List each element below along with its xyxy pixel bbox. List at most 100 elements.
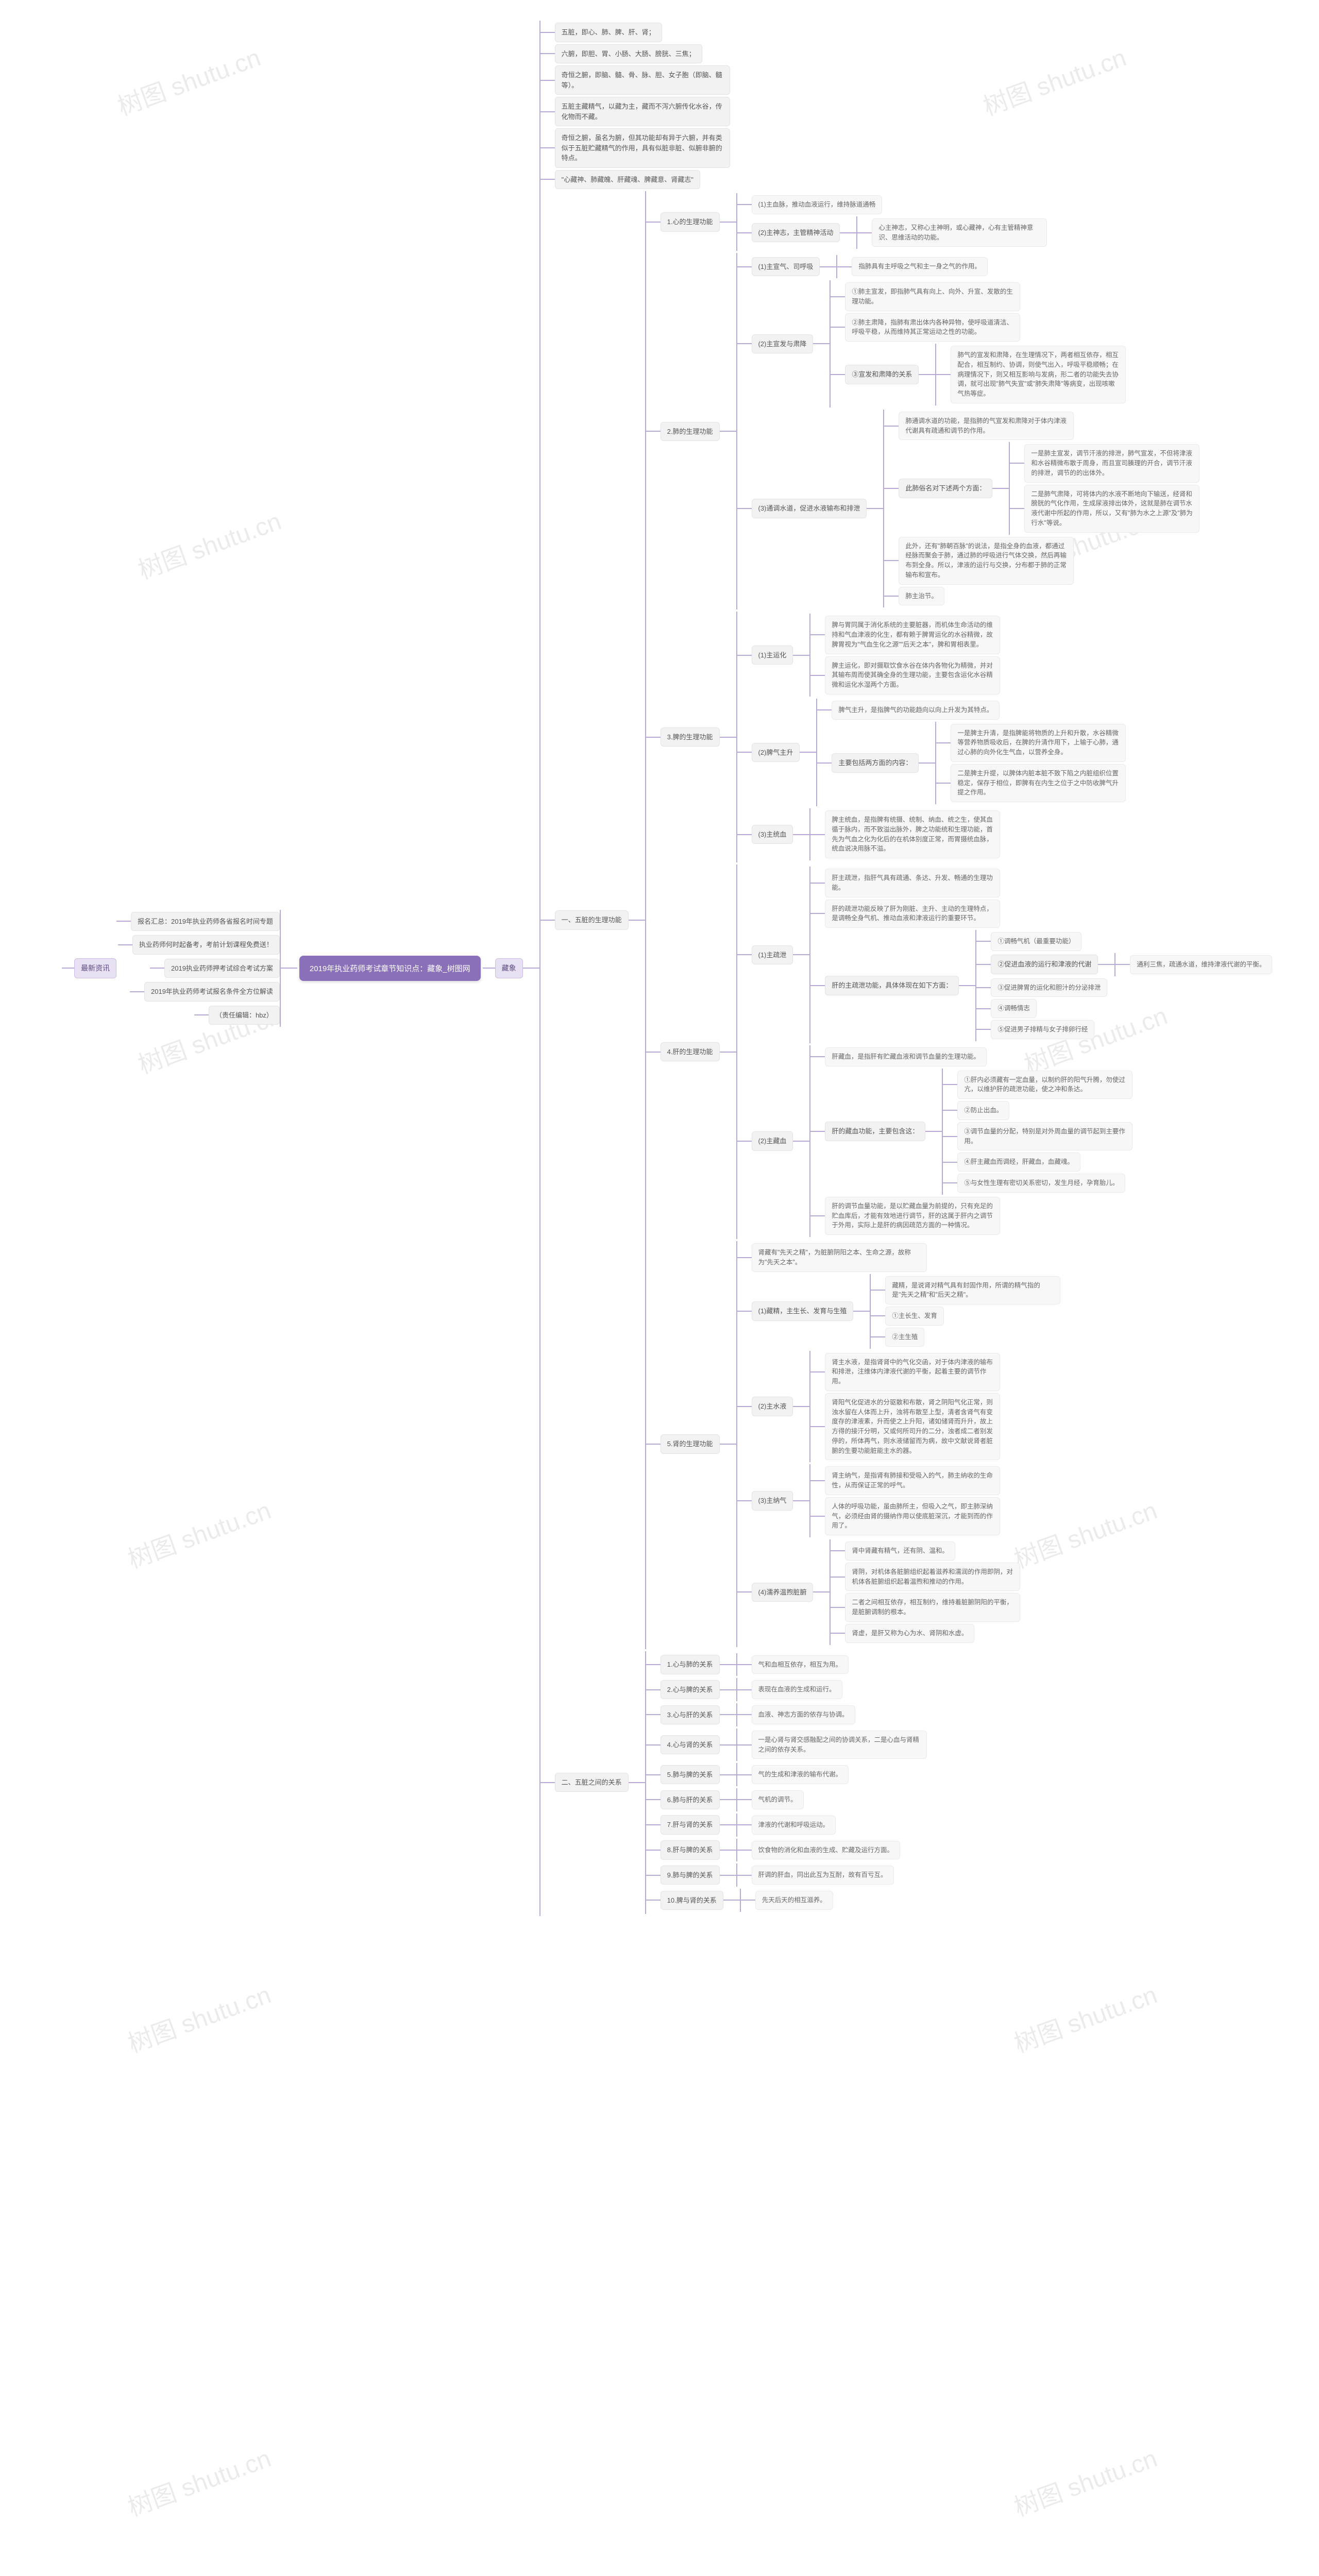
branch-node[interactable]: 2.心与脾的关系 bbox=[661, 1680, 720, 1700]
leaf-node[interactable]: ①主长生、发育 bbox=[885, 1307, 944, 1326]
branch-node[interactable]: (3)主统血 bbox=[752, 825, 793, 844]
branch-node[interactable]: 二、五脏之间的关系 bbox=[555, 1773, 629, 1792]
leaf-node[interactable]: 血液、神志方面的依存与协调。 bbox=[752, 1705, 855, 1724]
leaf-node[interactable]: 肝调的肝血，同出此互为互耐，故有百亏互。 bbox=[752, 1866, 894, 1885]
leaf-node[interactable]: 奇恒之腑，即脑、髓、骨、脉、胆、女子胞（即脑、髓等）。 bbox=[555, 65, 730, 95]
branch-node[interactable]: 4.心与肾的关系 bbox=[661, 1735, 720, 1755]
branch-node[interactable]: ③宣发和肃降的关系 bbox=[845, 365, 919, 384]
leaf-node[interactable]: 脾气主升，是指脾气的功能趋向以向上升发为其特点。 bbox=[832, 701, 1000, 720]
leaf-node[interactable]: 津液的代谢和呼吸运动。 bbox=[752, 1816, 836, 1835]
leaf-node[interactable]: 藏精，是说肾对精气具有封固作用，所谓的精气指的是"先天之精"和"后天之精"。 bbox=[885, 1276, 1060, 1305]
leaf-node[interactable]: 肺主治节。 bbox=[899, 587, 944, 606]
leaf-node[interactable]: 人体的呼吸功能，虽由肺所主，但吸入之气，即主肺深纳气，必须经由肾的摄纳作用以使底… bbox=[825, 1497, 1000, 1535]
branch-node[interactable]: (2)主水液 bbox=[752, 1397, 793, 1416]
leaf-node[interactable]: 气和血相互依存，相互为用。 bbox=[752, 1655, 849, 1674]
leaf-node[interactable]: ④调畅情志 bbox=[991, 999, 1037, 1018]
branch-node[interactable]: 2.肺的生理功能 bbox=[661, 422, 720, 442]
leaf-node[interactable]: 肾藏有"先天之精"，为脏腑阴阳之本、生命之源，故称为"先天之本"。 bbox=[752, 1243, 927, 1272]
branch-node[interactable]: 1.心的生理功能 bbox=[661, 212, 720, 232]
leaf-node[interactable]: 肺通调水道的功能，是指肺的气宣发和肃降对于体内津液代谢具有疏通和调节的作用。 bbox=[899, 412, 1074, 440]
branch-node[interactable]: (2)主神志，主管精神活动 bbox=[752, 223, 840, 243]
branch-node[interactable]: (1)主疏泄 bbox=[752, 945, 793, 965]
branch-node[interactable]: 6.肺与肝的关系 bbox=[661, 1790, 720, 1810]
branch-node[interactable]: (1)主宣气、司呼吸 bbox=[752, 257, 820, 277]
leaf-node[interactable]: ⑤促进男子排精与女子排卵行经 bbox=[991, 1020, 1094, 1039]
left-leaf[interactable]: 执业药师何时起备考，考前计划课程免费送！ bbox=[132, 935, 280, 955]
branch-node[interactable]: 4.肝的生理功能 bbox=[661, 1042, 720, 1062]
leaf-node[interactable]: ①肝内必须藏有一定血量，以制约肝的阳气升腾，勿使过亢，以维护肝的疏泄功能，使之冲… bbox=[957, 1071, 1132, 1099]
leaf-node[interactable]: 饮食物的消化和血液的生成、贮藏及运行方面。 bbox=[752, 1841, 901, 1860]
leaf-node[interactable]: ③促进脾胃的运化和胆汁的分泌排泄 bbox=[991, 978, 1107, 997]
branch-node[interactable]: 5.肾的生理功能 bbox=[661, 1434, 720, 1454]
leaf-node[interactable]: 二是脾主升提，以脾体内脏本脏不致下陷之内脏组织位置稳定，保存于相位，即脾有在内生… bbox=[951, 764, 1126, 802]
branch-node[interactable]: 1.心与肺的关系 bbox=[661, 1655, 720, 1674]
leaf-node[interactable]: 肾主水液，是指肾肾中的气化交函，对于体内津液的输布和排泄，注维体内津液代谢的平衡… bbox=[825, 1353, 1000, 1391]
leaf-node[interactable]: 通利三焦，疏通水道，维持津液代谢的平衡。 bbox=[1130, 955, 1272, 974]
leaf-node[interactable]: 肾中肾藏有精气，还有阴、温和。 bbox=[845, 1541, 955, 1561]
leaf-node[interactable]: 肝的疏泄功能反映了肝为刚脏、主升、主动的生理特点，是调畅全身气机、推动血液和津液… bbox=[825, 900, 1000, 928]
leaf-node[interactable]: ③调节血量的分配，特别是对外周血量的调节起到主要作用。 bbox=[957, 1122, 1132, 1151]
leaf-node[interactable]: 肾阴，对机体各脏腑组织起着滋养和濡润的作用即阴，对机体各脏腑组织起着温煦和推动的… bbox=[845, 1563, 1020, 1591]
leaf-node[interactable]: 奇恒之腑，虽名为腑，但其功能却有异于六腑，并有类似于五脏贮藏精气的作用，具有似脏… bbox=[555, 128, 730, 168]
leaf-node[interactable]: 肝的调节血量功能，是以贮藏血量为前提的，只有充足的贮血库后，才能有效地进行调节，… bbox=[825, 1197, 1000, 1235]
left-primary[interactable]: 最新资讯 bbox=[74, 958, 116, 978]
leaf-node[interactable]: 五脏，即心、肺、脾、肝、肾； bbox=[555, 23, 662, 42]
leaf-node[interactable]: (1)主血脉，推动血液运行，维持脉道通畅 bbox=[752, 195, 883, 214]
leaf-node[interactable]: 六腑，即胆、胃、小肠、大肠、膀胱、三焦； bbox=[555, 44, 702, 64]
branch-node[interactable]: (3)通调水道，促进水液输布和排泄 bbox=[752, 499, 867, 518]
branch-node[interactable]: 3.心与肝的关系 bbox=[661, 1705, 720, 1725]
branch-node[interactable]: 一、五脏的生理功能 bbox=[555, 910, 629, 930]
leaf-node[interactable]: 肾虚，是肝又称为心为水、肾阴和水虚。 bbox=[845, 1624, 974, 1643]
leaf-node[interactable]: 脾主运化，即对摄取饮食水谷在体内各物化为精微，并对其输布周而使其确全身的生理功能… bbox=[825, 656, 1000, 694]
left-leaf[interactable]: （责任编辑：hbz） bbox=[209, 1006, 280, 1025]
leaf-node[interactable]: 脾与胃同属于消化系统的主要脏器，而机体生命活动的维持和气血津液的化生，都有赖于脾… bbox=[825, 616, 1000, 654]
leaf-node[interactable]: 肺气的宣发和肃降，在生理情况下，两者相互依存，相互配合，相互制约、协调，则使气出… bbox=[951, 346, 1126, 403]
leaf-node[interactable]: 脾主统血，是指脾有统摄、统制、纳血、统之生，使其血循于脉内，而不致溢出脉外，脾之… bbox=[825, 810, 1000, 858]
branch-node[interactable]: (4)濡养温煦脏腑 bbox=[752, 1583, 814, 1602]
branch-node[interactable]: 肝的主疏泄功能，具体体现在如下方面： bbox=[825, 976, 959, 995]
leaf-node[interactable]: 二是肺气肃降，可将体内的水液不断地向下输送，经肾和膀胱的气化作用，生成尿液排出体… bbox=[1024, 485, 1199, 533]
leaf-node[interactable]: 气机的调节。 bbox=[752, 1790, 804, 1809]
branch-node[interactable]: (2)主藏血 bbox=[752, 1131, 793, 1151]
branch-node[interactable]: 肝的藏血功能，主要包含这： bbox=[825, 1122, 925, 1141]
leaf-node[interactable]: 肝藏血，是指肝有贮藏血液和调节血量的生理功能。 bbox=[825, 1047, 987, 1066]
leaf-node[interactable]: 心主神志，又称心主神明，或心藏神，心有主管精神意识、思维活动的功能。 bbox=[872, 218, 1047, 247]
branch-node[interactable]: 5.肺与脾的关系 bbox=[661, 1765, 720, 1785]
branch-node[interactable]: (2)主宣发与肃降 bbox=[752, 334, 814, 354]
left-leaf[interactable]: 报名汇总：2019年执业药师各省报名时间专题 bbox=[131, 912, 280, 931]
branch-node[interactable]: 此肺俗名对下述两个方面： bbox=[899, 479, 992, 498]
leaf-node[interactable]: 二者之间相互依存，相互制约，维持着脏腑阴阳的平衡，是脏腑调制的根本。 bbox=[845, 1593, 1020, 1622]
right-primary[interactable]: 藏象 bbox=[495, 958, 523, 978]
leaf-node[interactable]: ②肺主肃降，指肺有肃出体内各种异物，使呼吸道清洁、呼吸平稳，从而维持其正常运动之… bbox=[845, 313, 1020, 342]
leaf-node[interactable]: ①肺主宣发，即指肺气具有向上、向外、升宣、发散的生理功能。 bbox=[845, 282, 1020, 311]
branch-node[interactable]: (1)藏精，主生长、发育与生殖 bbox=[752, 1301, 854, 1321]
leaf-node[interactable]: 表现在血液的生成和运行。 bbox=[752, 1680, 842, 1699]
branch-node[interactable]: 主要包括两方面的内容： bbox=[832, 753, 919, 773]
leaf-node[interactable]: 一是脾主升清，是指脾能将物质的上升和升散，水谷精微等营养物质吸收后，在脾的升清作… bbox=[951, 724, 1126, 762]
leaf-node[interactable]: ②主生殖 bbox=[885, 1328, 924, 1347]
branch-node[interactable]: 7.肝与肾的关系 bbox=[661, 1815, 720, 1835]
leaf-node[interactable]: "心藏神、肺藏魄、肝藏魂、脾藏意、肾藏志" bbox=[555, 170, 700, 190]
leaf-node[interactable]: 此外，还有"肺朝百脉"的说法，是指全身的血液，都通过经脉而聚会于肺，通过肺的呼吸… bbox=[899, 537, 1074, 585]
left-leaf[interactable]: 2019执业药师押考试综合考试方案 bbox=[164, 959, 280, 978]
left-leaf[interactable]: 2019年执业药师考试报名条件全方位解读 bbox=[144, 982, 280, 1002]
branch-node[interactable]: 9.肺与脾的关系 bbox=[661, 1866, 720, 1885]
branch-node[interactable]: (3)主纳气 bbox=[752, 1491, 793, 1511]
leaf-node[interactable]: 肾阳气化促进水的分驱散和布散，肾之阴阳气化正常，则浊水留在人体而上升，浊将布散至… bbox=[825, 1393, 1000, 1461]
leaf-node[interactable]: 五脏主藏精气，以藏为主，藏而不泻六腑传化水谷，传化物而不藏。 bbox=[555, 97, 730, 126]
branch-node[interactable]: ②促进血液的运行和津液的代谢 bbox=[991, 955, 1098, 974]
branch-node[interactable]: 8.肝与脾的关系 bbox=[661, 1840, 720, 1860]
leaf-node[interactable]: 肾主纳气，是指肾有肺接和受吸入的气，肺主纳收的生命性，从而保证正常的呼气。 bbox=[825, 1466, 1000, 1495]
branch-node[interactable]: (1)主运化 bbox=[752, 646, 793, 665]
branch-node[interactable]: (2)脾气主升 bbox=[752, 743, 800, 762]
leaf-node[interactable]: 指肺具有主呼吸之气和主一身之气的作用。 bbox=[852, 257, 988, 276]
leaf-node[interactable]: ①调畅气机（最重要功能） bbox=[991, 932, 1081, 951]
leaf-node[interactable]: 一是肺主宣发，调节汗液的排泄，肺气宣发，不但将津液和水谷精微布散于周身，而且宣司… bbox=[1024, 444, 1199, 482]
center-node[interactable]: 2019年执业药师考试章节知识点：藏象_树图网 bbox=[299, 956, 481, 981]
leaf-node[interactable]: ④肝主藏血而调经，肝藏血，血藏魂。 bbox=[957, 1153, 1080, 1172]
leaf-node[interactable]: 肝主疏泄，指肝气具有疏通、条达、升发、畅通的生理功能。 bbox=[825, 869, 1000, 897]
leaf-node[interactable]: ②防止出血。 bbox=[957, 1101, 1009, 1120]
leaf-node[interactable]: 一是心肾与肾交感融配之间的协调关系，二是心血与肾精之间的依存关系。 bbox=[752, 1731, 927, 1759]
branch-node[interactable]: 3.脾的生理功能 bbox=[661, 727, 720, 747]
leaf-node[interactable]: ⑤与女性生理有密切关系密切，发生月经，孕育胎儿。 bbox=[957, 1174, 1125, 1193]
